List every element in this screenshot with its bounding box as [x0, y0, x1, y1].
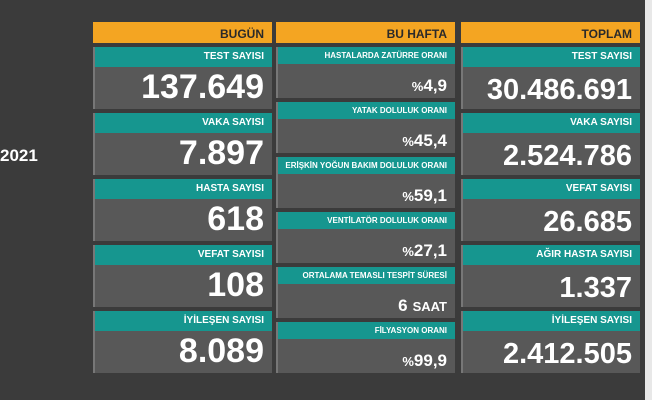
- stat-card: VENTİLATÖR DOLULUK ORANI %27,1: [276, 212, 455, 263]
- value-number: 137.649: [141, 68, 264, 106]
- stat-value: %59,1: [402, 186, 447, 206]
- stat-card: ORTALAMA TEMASLI TESPİT SÜRESİ 6 SAAT: [276, 267, 455, 318]
- stat-value: 108: [207, 266, 264, 305]
- column-header: BUGÜN: [93, 22, 272, 43]
- value-number: 59,1: [413, 186, 447, 205]
- stat-label: FİLYASYON ORANI: [278, 322, 455, 339]
- stat-label: AĞIR HASTA SAYISI: [463, 245, 640, 265]
- stat-card: AĞIR HASTA SAYISI 1.337: [461, 245, 640, 307]
- stat-card: İYİLEŞEN SAYISI 8.089: [93, 311, 272, 373]
- stat-label: VEFAT SAYISI: [463, 179, 640, 199]
- stat-card: YATAK DOLULUK ORANI %45,4: [276, 102, 455, 153]
- value-number: 618: [207, 200, 264, 238]
- stat-value: 26.685: [543, 206, 632, 239]
- value-number: 2.524.786: [502, 140, 632, 172]
- stat-label: ORTALAMA TEMASLI TESPİT SÜRESİ: [278, 267, 455, 284]
- stat-value: 30.486.691: [487, 74, 632, 107]
- stat-value: 137.649: [141, 68, 264, 107]
- stat-card: ERİŞKİN YOĞUN BAKIM DOLULUK ORANI %59,1: [276, 157, 455, 208]
- stat-card: VEFAT SAYISI 26.685: [461, 179, 640, 241]
- stat-value: 1.337: [559, 272, 632, 305]
- stat-card: İYİLEŞEN SAYISI 2.412.505: [461, 311, 640, 373]
- edge-strip: [645, 0, 652, 400]
- stat-value: %45,4: [402, 131, 447, 151]
- stat-label: YATAK DOLULUK ORANI: [278, 102, 455, 119]
- stat-label: TEST SAYISI: [463, 47, 640, 67]
- stat-label: VAKA SAYISI: [95, 113, 272, 133]
- stat-card: HASTALARDA ZATÜRRE ORANI %4,9: [276, 47, 455, 98]
- stat-card: HASTA SAYISI 618: [93, 179, 272, 241]
- stat-card: TEST SAYISI 137.649: [93, 47, 272, 109]
- value-prefix: %: [402, 189, 414, 204]
- side-text: 2021: [0, 146, 38, 165]
- stat-card: VAKA SAYISI 7.897: [93, 113, 272, 175]
- value-number: 8.089: [178, 332, 264, 370]
- stat-card: VAKA SAYISI 2.524.786: [461, 113, 640, 175]
- value-number: 99,9: [413, 351, 447, 370]
- column-header: BU HAFTA: [276, 22, 455, 43]
- value-prefix: %: [411, 79, 424, 94]
- stat-label: VAKA SAYISI: [463, 113, 640, 133]
- value-number: 7.897: [178, 134, 264, 172]
- value-number: 30.486.691: [486, 74, 632, 106]
- stat-value: 8.089: [179, 332, 264, 371]
- value-number: 45,4: [413, 131, 447, 150]
- column-header: TOPLAM: [461, 22, 640, 43]
- stat-value: 618: [207, 200, 264, 239]
- stat-label: VENTİLATÖR DOLULUK ORANI: [278, 212, 455, 229]
- stat-value: 7.897: [179, 134, 264, 173]
- stat-label: TEST SAYISI: [95, 47, 272, 67]
- stat-label: VEFAT SAYISI: [95, 245, 272, 265]
- stat-label: HASTALARDA ZATÜRRE ORANI: [278, 47, 455, 64]
- stat-value: 2.412.505: [503, 338, 632, 371]
- stat-value: %99,9: [402, 351, 447, 371]
- stat-card: TEST SAYISI 30.486.691: [461, 47, 640, 109]
- value-number: 1.337: [559, 272, 632, 304]
- value-prefix: %: [402, 354, 414, 369]
- value-prefix: %: [402, 244, 414, 259]
- value-number: 2.412.505: [502, 338, 632, 370]
- stat-label: HASTA SAYISI: [95, 179, 272, 199]
- value-number: 27,1: [413, 241, 447, 260]
- stat-label: ERİŞKİN YOĞUN BAKIM DOLULUK ORANI: [278, 157, 455, 174]
- stat-value: 2.524.786: [503, 140, 632, 173]
- value-prefix: %: [402, 134, 414, 149]
- value-number: 6: [398, 296, 408, 315]
- stat-value: %4,9: [412, 76, 447, 96]
- stat-value: %27,1: [402, 241, 447, 261]
- value-number: 4,9: [423, 76, 447, 95]
- stat-value: 6 SAAT: [398, 296, 447, 316]
- stat-card: FİLYASYON ORANI %99,9: [276, 322, 455, 373]
- value-number: 108: [207, 266, 264, 304]
- value-number: 26.685: [543, 206, 632, 238]
- stat-label: İYİLEŞEN SAYISI: [95, 311, 272, 331]
- stat-label: İYİLEŞEN SAYISI: [463, 311, 640, 331]
- stat-card: VEFAT SAYISI 108: [93, 245, 272, 307]
- value-suffix: SAAT: [412, 299, 447, 314]
